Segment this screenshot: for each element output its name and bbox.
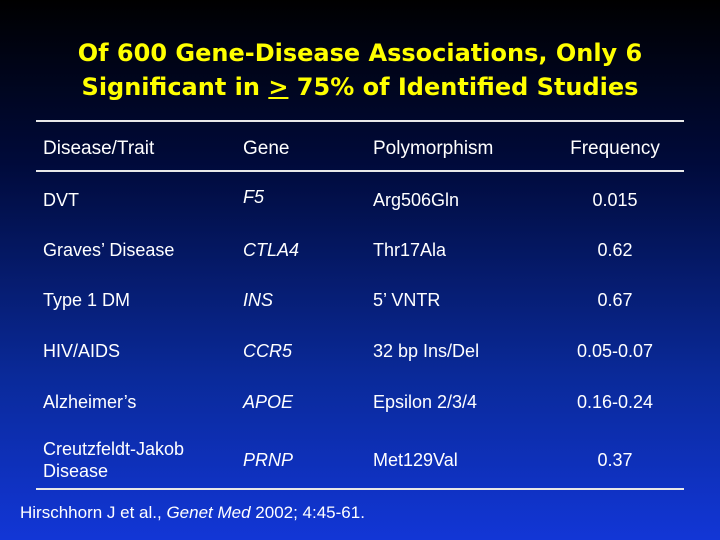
cell-disease: Alzheimer’s bbox=[43, 392, 137, 412]
citation-details: 2002; 4:45-61. bbox=[250, 503, 365, 522]
cell-frequency: 0.05-0.07 bbox=[576, 341, 654, 361]
citation-authors: Hirschhorn J et al., bbox=[20, 503, 167, 522]
cell-disease: Creutzfeldt-Jakob Disease bbox=[43, 439, 185, 481]
title-line-2-start: Significant in bbox=[81, 73, 269, 101]
cell-frequency: 0.37 bbox=[597, 450, 633, 470]
cell-gene: CTLA4 bbox=[243, 240, 300, 260]
cell-polymorphism: 32 bp Ins/Del bbox=[373, 341, 480, 361]
title-line-2-end: 75% of Identified Studies bbox=[288, 73, 639, 101]
citation-journal: Genet Med bbox=[166, 503, 251, 522]
header-disease-trait: Disease/Trait bbox=[43, 138, 155, 159]
cell-gene: F5 bbox=[243, 187, 265, 207]
cell-frequency: 0.015 bbox=[592, 190, 638, 210]
slide-title: Of 600 Gene-Disease Associations, Only 6… bbox=[0, 36, 720, 104]
citation: Hirschhorn J et al., Genet Med 2002; 4:4… bbox=[20, 503, 365, 523]
title-line-2: Significant in > 75% of Identified Studi… bbox=[0, 70, 720, 104]
cell-frequency: 0.67 bbox=[597, 290, 633, 310]
table-bottom-rule bbox=[36, 488, 684, 490]
cell-frequency: 0.16-0.24 bbox=[576, 392, 654, 412]
cell-frequency: 0.62 bbox=[597, 240, 633, 260]
cell-gene: CCR5 bbox=[243, 341, 293, 361]
table-header-rule bbox=[36, 170, 684, 172]
cell-disease: DVT bbox=[43, 190, 79, 210]
cell-polymorphism: Arg506Gln bbox=[373, 190, 460, 210]
cell-polymorphism: Met129Val bbox=[373, 450, 458, 470]
greater-equal-symbol: > bbox=[268, 73, 289, 101]
cell-gene: APOE bbox=[243, 392, 294, 412]
cell-disease: Graves’ Disease bbox=[43, 240, 175, 260]
cell-polymorphism: Epsilon 2/3/4 bbox=[373, 392, 478, 412]
cell-polymorphism: 5’ VNTR bbox=[373, 290, 441, 310]
header-gene: Gene bbox=[243, 138, 290, 159]
cell-disease: Type 1 DM bbox=[43, 290, 131, 310]
header-frequency: Frequency bbox=[570, 138, 660, 159]
cell-gene: INS bbox=[243, 290, 274, 310]
cell-gene: PRNP bbox=[243, 450, 294, 470]
header-polymorphism: Polymorphism bbox=[373, 138, 494, 159]
cell-disease: HIV/AIDS bbox=[43, 341, 121, 361]
table-top-rule bbox=[36, 120, 684, 122]
cell-polymorphism: Thr17Ala bbox=[373, 240, 447, 260]
title-line-1: Of 600 Gene-Disease Associations, Only 6 bbox=[77, 39, 643, 67]
